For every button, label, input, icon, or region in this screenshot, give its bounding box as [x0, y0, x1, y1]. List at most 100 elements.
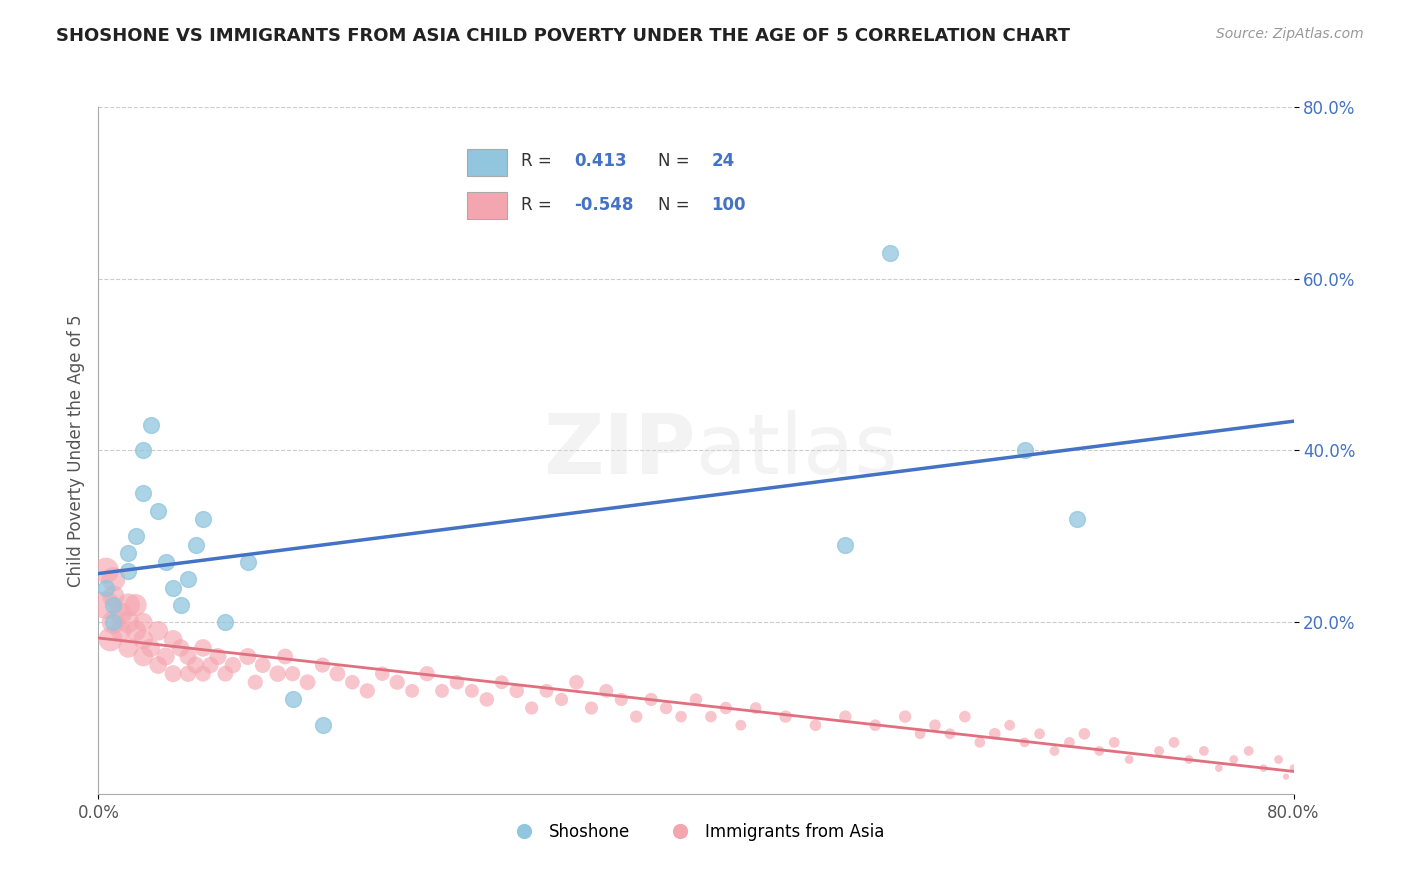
Point	[117, 640, 139, 655]
Point	[1088, 744, 1111, 758]
Point	[169, 598, 191, 612]
Point	[924, 718, 946, 732]
Point	[245, 675, 267, 690]
Point	[416, 666, 439, 681]
Point	[110, 624, 132, 638]
Point	[1059, 735, 1081, 749]
Point	[998, 718, 1021, 732]
Point	[132, 632, 155, 647]
Point	[984, 727, 1007, 741]
Point	[804, 718, 827, 732]
Point	[969, 735, 991, 749]
Point	[1223, 753, 1246, 767]
Point	[103, 590, 125, 604]
Point	[132, 649, 155, 664]
Point	[191, 512, 214, 526]
Point	[222, 658, 245, 673]
Point	[385, 675, 409, 690]
Point	[162, 666, 184, 681]
Point	[908, 727, 931, 741]
Point	[775, 709, 797, 723]
Point	[536, 683, 558, 698]
Point	[139, 417, 162, 432]
Point	[311, 658, 333, 673]
Point	[162, 581, 184, 595]
Point	[610, 692, 633, 706]
Point	[342, 675, 364, 690]
Point	[581, 701, 603, 715]
Point	[267, 666, 290, 681]
Point	[177, 572, 200, 586]
Point	[475, 692, 498, 706]
Point	[1014, 443, 1036, 458]
Point	[94, 564, 117, 578]
Point	[1192, 744, 1215, 758]
Point	[745, 701, 768, 715]
Point	[94, 598, 117, 612]
Point	[1147, 744, 1170, 758]
Point	[117, 615, 139, 630]
Point	[520, 701, 543, 715]
Point	[103, 598, 125, 612]
Point	[184, 538, 207, 552]
Point	[506, 683, 529, 698]
Point	[236, 649, 259, 664]
Point	[177, 649, 200, 664]
Point	[214, 666, 236, 681]
Point	[550, 692, 572, 706]
Point	[1253, 761, 1275, 775]
Point	[169, 640, 191, 655]
Point	[461, 683, 484, 698]
Point	[1028, 727, 1050, 741]
Point	[1073, 727, 1095, 741]
Point	[110, 607, 132, 621]
Point	[117, 546, 139, 561]
Point	[401, 683, 423, 698]
Point	[117, 598, 139, 612]
Point	[125, 529, 148, 543]
Point	[730, 718, 752, 732]
Point	[879, 246, 901, 260]
Point	[162, 632, 184, 647]
Point	[236, 555, 259, 569]
Point	[125, 624, 148, 638]
Point	[148, 658, 170, 673]
Point	[132, 486, 155, 500]
Point	[1014, 735, 1036, 749]
Point	[1282, 761, 1305, 775]
Point	[98, 632, 122, 647]
Text: Source: ZipAtlas.com: Source: ZipAtlas.com	[1216, 27, 1364, 41]
Point	[281, 666, 304, 681]
Point	[274, 649, 297, 664]
Point	[155, 649, 177, 664]
Point	[326, 666, 349, 681]
Point	[132, 615, 155, 630]
Point	[103, 615, 125, 630]
Point	[865, 718, 887, 732]
Point	[200, 658, 222, 673]
Point	[191, 640, 214, 655]
Point	[685, 692, 707, 706]
Y-axis label: Child Poverty Under the Age of 5: Child Poverty Under the Age of 5	[66, 314, 84, 587]
Point	[184, 658, 207, 673]
Text: atlas: atlas	[696, 410, 897, 491]
Point	[207, 649, 229, 664]
Point	[117, 564, 139, 578]
Point	[311, 718, 333, 732]
Point	[640, 692, 662, 706]
Point	[565, 675, 588, 690]
Point	[1118, 753, 1140, 767]
Point	[714, 701, 737, 715]
Point	[252, 658, 274, 673]
Point	[177, 666, 200, 681]
Point	[1163, 735, 1185, 749]
Point	[1237, 744, 1260, 758]
Point	[834, 709, 856, 723]
Point	[491, 675, 513, 690]
Point	[132, 443, 155, 458]
Point	[94, 581, 117, 595]
Point	[125, 598, 148, 612]
Point	[155, 555, 177, 569]
Text: ZIP: ZIP	[544, 410, 696, 491]
Point	[655, 701, 678, 715]
